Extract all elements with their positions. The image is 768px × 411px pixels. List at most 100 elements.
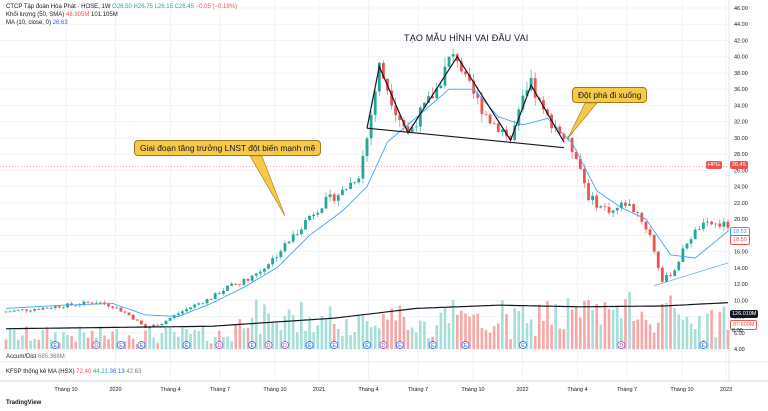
volume-bar — [550, 324, 553, 349]
volume-bar — [148, 327, 151, 349]
candle-body — [168, 318, 172, 321]
candle-body — [521, 95, 525, 110]
time-tick-label: Tháng 10 — [54, 387, 77, 393]
volume-bar — [49, 339, 53, 349]
candle-body — [131, 314, 135, 320]
volume-bar — [320, 316, 324, 349]
candle-body — [57, 306, 61, 308]
price-tick-label: 20.00 — [734, 217, 748, 223]
volume-bar — [361, 315, 365, 349]
candle-body — [16, 309, 20, 311]
legend-volume: Khối lượng (50, SMA) 48.305M 101.105M — [6, 11, 118, 19]
volume-bar — [488, 332, 492, 349]
candle-body — [636, 212, 640, 213]
candle-body — [677, 261, 681, 271]
candle-body — [263, 268, 266, 272]
candle-body — [398, 115, 402, 120]
volume-bar — [341, 335, 344, 349]
volume-bar — [156, 342, 160, 349]
volume-label[interactable]: Khối lượng (50, SMA) — [6, 12, 65, 18]
volume-bar — [492, 326, 496, 349]
event-marker — [518, 341, 527, 349]
time-tick-label: 2023 — [720, 387, 732, 393]
time-tick-label: Tháng 4 — [567, 387, 587, 393]
pattern-title: TẠO MẪU HÌNH VAI ĐẦU VAI — [404, 33, 529, 43]
accum-label[interactable]: Accum/Dist — [6, 354, 37, 360]
volume-bar — [205, 340, 209, 349]
volume-bar — [127, 335, 131, 349]
candle-body — [279, 251, 283, 258]
candle-body — [25, 309, 28, 311]
candle-body — [599, 206, 603, 208]
price-tick-label: 10.00 — [734, 298, 748, 304]
candle-body — [406, 126, 410, 133]
volume-bar — [382, 314, 385, 349]
candle-body — [189, 307, 193, 310]
tradingview-logo[interactable]: TradingView — [6, 400, 41, 406]
candle-body — [714, 223, 718, 225]
event-marker-label: D — [382, 343, 386, 349]
volume-bars — [4, 291, 730, 349]
candle-body — [21, 309, 24, 311]
volume-bar — [390, 308, 393, 349]
event-marker — [51, 341, 60, 349]
symbol-name[interactable]: CTCP Tập đoàn Hòa Phát · HOSE, 1W — [6, 4, 111, 10]
legend-kfsp: KFSP thống kê MA (HSX) 72.40 44.21 36.13… — [6, 368, 141, 376]
candle-body — [295, 234, 299, 235]
volume-bar — [197, 331, 201, 349]
volume-bar — [394, 320, 398, 349]
candle-body — [693, 229, 697, 240]
event-marker-label: D — [94, 343, 98, 349]
candle-body — [164, 320, 168, 324]
kfsp-label[interactable]: KFSP thống kê MA (HSX) — [6, 369, 75, 375]
volume-bar — [25, 326, 28, 349]
candle-body — [336, 195, 340, 201]
candle-body — [689, 239, 693, 244]
candle-body — [468, 74, 471, 81]
volume-bar — [172, 331, 176, 349]
candle-body — [62, 307, 65, 309]
price-tick-label: 34.00 — [734, 103, 748, 109]
volume-bar — [353, 332, 356, 349]
volume-bar — [213, 336, 217, 349]
candle-body — [312, 214, 316, 216]
price-axis[interactable]: 46.00 44.00 42.00 40.00 38.00 36.00 34.00 32.00… — [734, 6, 748, 353]
volume-bar — [378, 328, 381, 349]
volume-bar — [17, 339, 20, 349]
candle-body — [283, 243, 287, 252]
volume-bar — [591, 310, 594, 349]
event-marker-label: E — [464, 343, 468, 349]
volume-bar — [640, 311, 644, 349]
volume-bar — [53, 332, 57, 349]
volume-bar — [615, 307, 619, 349]
volume-bar — [209, 343, 213, 349]
volume-bar — [501, 300, 504, 349]
candle-body — [447, 56, 451, 67]
volume-bar — [427, 338, 430, 349]
candle-body — [435, 88, 439, 99]
candle-body — [562, 133, 566, 140]
candle-body — [632, 204, 636, 213]
volume-bar — [693, 328, 697, 349]
volume-bar — [505, 314, 508, 349]
time-axis[interactable]: Tháng 10 2020 Tháng 4 Tháng 7 Tháng 10 2021 Th… — [54, 387, 732, 393]
event-marker — [137, 341, 146, 349]
volume-bar — [661, 303, 664, 349]
candle-body — [304, 220, 307, 230]
callout-growth[interactable]: Giai đoạn tăng trưởng LNST đột biến mạnh… — [134, 140, 322, 156]
ma-label[interactable]: MA (10, close, 0) — [6, 20, 52, 26]
volume-bar — [570, 309, 574, 349]
candle-body — [271, 258, 275, 265]
volume-bar — [324, 318, 328, 349]
volume-bar — [554, 303, 558, 349]
price-tick-label: 40.00 — [734, 55, 748, 61]
candle-body — [135, 319, 139, 321]
volume-bar — [669, 295, 672, 349]
candle-body — [685, 243, 689, 249]
volume-bar — [365, 320, 369, 349]
time-tick-label: Tháng 4 — [358, 387, 378, 393]
candle-body — [418, 107, 422, 127]
callout-breakdown[interactable]: Đột phá đi xuống — [572, 87, 648, 103]
volume-bar — [472, 314, 475, 349]
